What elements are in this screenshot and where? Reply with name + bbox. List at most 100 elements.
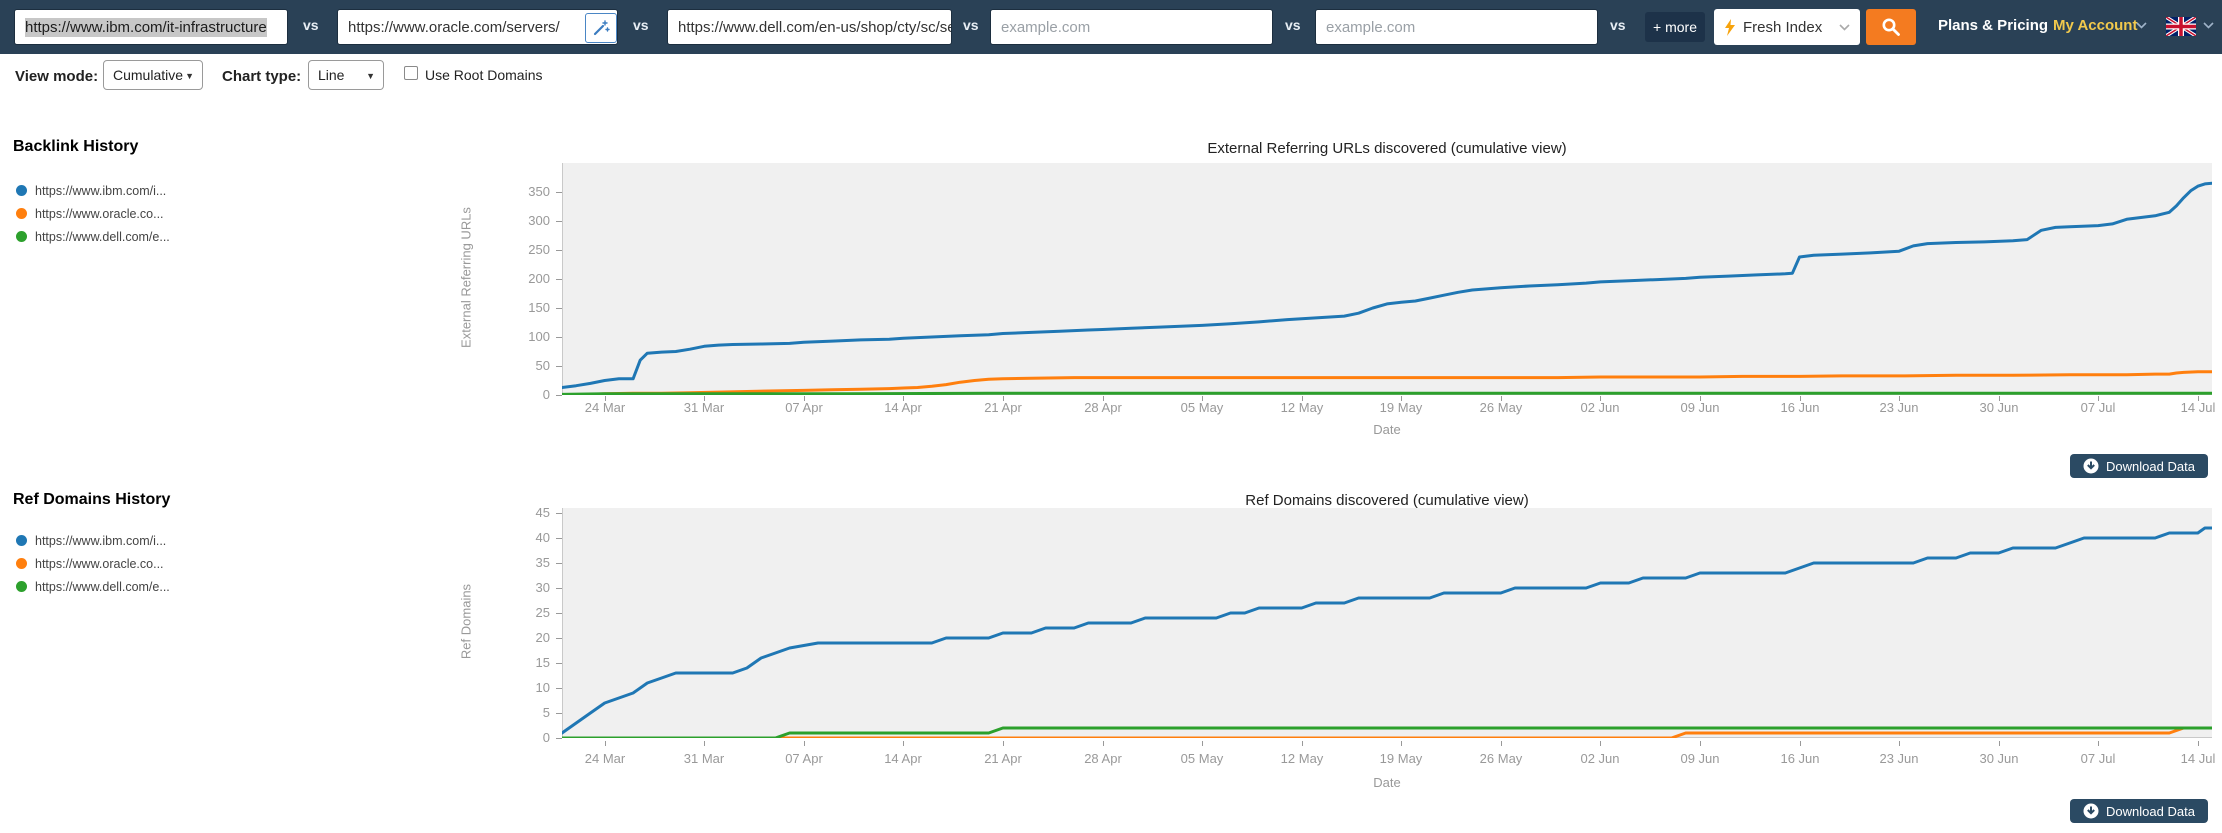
x-tick-mark (1999, 741, 2000, 746)
index-selector-label: Fresh Index (1743, 18, 1823, 36)
chevron-down-icon[interactable] (2136, 22, 2147, 29)
y-tick-mark (556, 279, 562, 280)
x-tick-mark (1600, 741, 1601, 746)
x-tick-label: 14 Apr (884, 751, 922, 766)
top-navbar: https://www.ibm.com/it-infrastructure vs… (0, 0, 2222, 54)
y-tick-mark (556, 250, 562, 251)
view-mode-label: View mode: (15, 68, 99, 85)
y-tick-label: 25 (535, 605, 550, 620)
legend-dot-dell[interactable] (16, 581, 27, 592)
y-tick-label: 300 (528, 213, 550, 228)
legend-dot-ibm[interactable] (16, 185, 27, 196)
x-tick-label: 30 Jun (1979, 751, 2019, 766)
legend-item-dell[interactable]: https://www.dell.com/e... (35, 230, 170, 244)
x-tick-label: 12 May (1280, 400, 1324, 415)
chart1-title: External Referring URLs discovered (cumu… (1207, 140, 1567, 157)
x-tick-label: 30 Jun (1979, 400, 2019, 415)
x-tick-mark (1899, 396, 1900, 401)
url-field-3[interactable]: https://www.dell.com/en-us/shop/cty/sc/s… (667, 9, 952, 45)
download-data-button-2[interactable]: Download Data (2070, 799, 2208, 823)
legend-item-dell[interactable]: https://www.dell.com/e... (35, 580, 170, 594)
x-tick-label: 26 May (1479, 751, 1523, 766)
legend-dot-oracle[interactable] (16, 558, 27, 569)
x-tick-mark (1202, 741, 1203, 746)
plans-pricing-link[interactable]: Plans & Pricing (1938, 17, 2049, 34)
x-tick-mark (1999, 396, 2000, 401)
series-line[interactable] (562, 181, 2212, 389)
x-tick-label: 24 Mar (584, 400, 626, 415)
chart-type-value: Line (318, 67, 345, 83)
search-icon (1882, 18, 1900, 36)
x-tick-mark (1800, 396, 1801, 401)
x-tick-label: 23 Jun (1879, 400, 1919, 415)
chart1-y-axis-label: External Referring URLs (458, 207, 474, 348)
y-tick-label: 0 (542, 387, 550, 402)
use-root-domains-checkbox[interactable] (404, 66, 418, 80)
series-line[interactable] (562, 726, 2212, 738)
y-tick-mark (556, 308, 562, 309)
y-tick-label: 150 (528, 300, 550, 315)
x-tick-mark (2198, 396, 2199, 401)
magic-wand-button[interactable] (585, 13, 617, 43)
lightning-bolt-icon (1725, 18, 1735, 36)
url-field-5[interactable] (1315, 9, 1598, 45)
search-button[interactable] (1866, 9, 1916, 45)
x-tick-label: 16 Jun (1780, 400, 1820, 415)
y-tick-label: 15 (535, 655, 550, 670)
legend-item-ibm[interactable]: https://www.ibm.com/i... (35, 534, 167, 548)
x-tick-label: 19 May (1379, 400, 1423, 415)
x-tick-label: 14 Apr (884, 400, 922, 415)
add-more-button[interactable]: + more (1645, 12, 1705, 42)
chart2-title: Ref Domains discovered (cumulative view) (1245, 492, 1529, 509)
y-tick-label: 10 (535, 680, 550, 695)
legend-item-oracle[interactable]: https://www.oracle.co... (35, 207, 164, 221)
download-data-button-1[interactable]: Download Data (2070, 454, 2208, 478)
view-mode-select[interactable]: Cumulative ▼ (103, 60, 203, 90)
x-tick-label: 07 Apr (785, 751, 823, 766)
series-line[interactable] (562, 526, 2212, 735)
uk-flag-icon[interactable] (2166, 17, 2196, 36)
url-field-2[interactable] (337, 9, 618, 45)
legend-item-ibm[interactable]: https://www.ibm.com/i... (35, 184, 167, 198)
legend-dot-oracle[interactable] (16, 208, 27, 219)
vs-separator: vs (1610, 17, 1626, 33)
vs-separator: vs (303, 17, 319, 33)
x-tick-mark (1103, 396, 1104, 401)
chart-type-label: Chart type: (222, 68, 302, 85)
y-tick-mark (556, 221, 562, 222)
x-tick-mark (1899, 741, 1900, 746)
series-line[interactable] (562, 391, 2212, 395)
url-field-4[interactable] (990, 9, 1273, 45)
x-tick-mark (1800, 741, 1801, 746)
x-tick-label: 14 Jul (2180, 751, 2216, 766)
download-data-label: Download Data (2106, 803, 2195, 819)
chart-type-select[interactable]: Line ▼ (308, 60, 384, 90)
chart-plot-1[interactable] (562, 163, 2212, 395)
download-icon (2083, 803, 2099, 819)
chart-plot-2[interactable] (562, 508, 2212, 738)
x-tick-label: 21 Apr (984, 751, 1022, 766)
my-account-link[interactable]: My Account (2053, 17, 2138, 34)
y-tick-label: 50 (535, 358, 550, 373)
view-mode-value: Cumulative (113, 67, 184, 83)
vs-separator: vs (1285, 17, 1301, 33)
legend-dot-ibm[interactable] (16, 535, 27, 546)
x-tick-label: 05 May (1180, 751, 1224, 766)
legend-dot-dell[interactable] (16, 231, 27, 242)
url-field-1[interactable]: https://www.ibm.com/it-infrastructure (14, 9, 288, 45)
x-tick-mark (1700, 741, 1701, 746)
download-data-label: Download Data (2106, 458, 2195, 474)
chevron-down-icon[interactable] (2203, 22, 2214, 29)
x-tick-mark (1103, 741, 1104, 746)
x-tick-mark (605, 741, 606, 746)
x-tick-label: 07 Apr (785, 400, 823, 415)
y-tick-mark (556, 366, 562, 367)
x-tick-mark (1401, 741, 1402, 746)
x-tick-label: 02 Jun (1580, 400, 1620, 415)
index-selector[interactable]: Fresh Index (1714, 9, 1860, 45)
series-line[interactable] (562, 370, 2212, 395)
x-tick-label: 24 Mar (584, 751, 626, 766)
legend-item-oracle[interactable]: https://www.oracle.co... (35, 557, 164, 571)
x-tick-label: 23 Jun (1879, 751, 1919, 766)
download-icon (2083, 458, 2099, 474)
